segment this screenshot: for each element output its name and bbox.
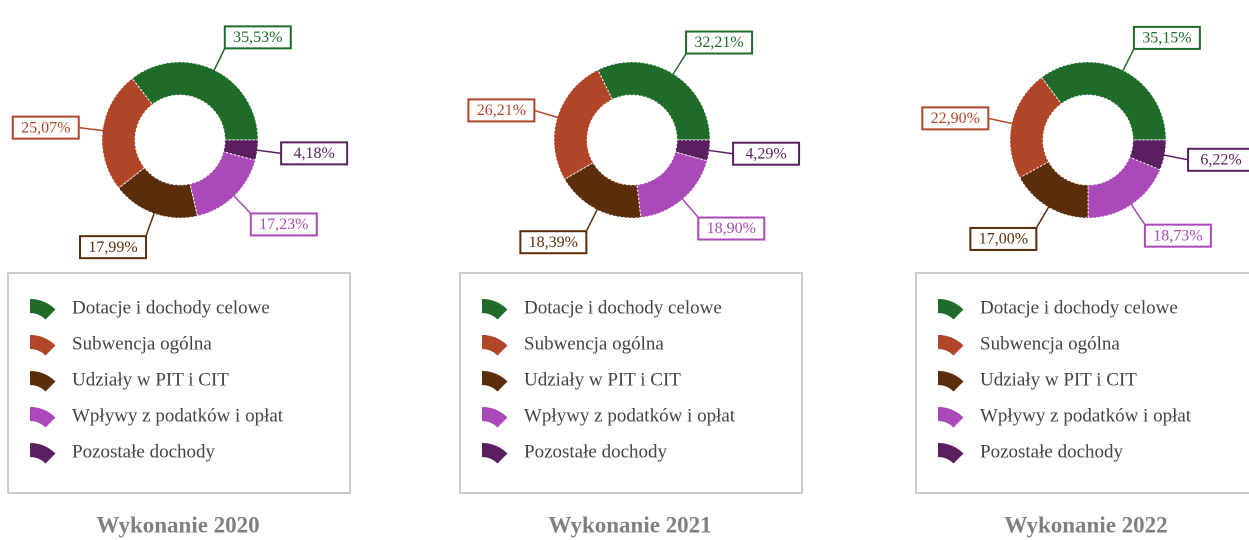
- value-label: 25,07%: [21, 119, 70, 136]
- donut-segment: [1040, 61, 1167, 141]
- donut-segment: [636, 151, 708, 219]
- leader-line: [1160, 153, 1189, 161]
- legend-label: Pozostałe dochody: [980, 441, 1124, 462]
- legend-label: Wpływy z podatków i opłat: [980, 405, 1192, 426]
- legend-label: Dotacje i dochody celowe: [72, 297, 270, 318]
- leader-line: [988, 117, 1016, 126]
- value-label: 6,22%: [1200, 151, 1241, 168]
- chart-title: Wykonanie 2022: [1004, 512, 1167, 537]
- legend-icon: [938, 335, 964, 356]
- value-label: 4,18%: [293, 145, 334, 162]
- legend-icon: [482, 371, 508, 392]
- value-label-box: [249, 212, 318, 237]
- value-label-box: [921, 106, 990, 131]
- value-label-box: [223, 25, 292, 50]
- donut-segment: [222, 139, 259, 161]
- legend-box: [7, 272, 351, 494]
- donut-segment: [1087, 156, 1161, 219]
- legend-icon: [482, 407, 508, 428]
- legend-label: Dotacje i dochody celowe: [524, 297, 722, 318]
- legend-icon: [482, 443, 508, 464]
- legend-label: Dotacje i dochody celowe: [980, 297, 1178, 318]
- value-label-box: [969, 226, 1038, 251]
- value-label-box: [732, 141, 801, 166]
- legend-icon: [938, 299, 964, 320]
- legend-label: Subwencja ogólna: [980, 333, 1120, 354]
- leader-line: [1128, 201, 1146, 226]
- value-label-box: [467, 98, 536, 123]
- leader-line: [679, 195, 699, 219]
- legend-icon: [30, 407, 56, 428]
- value-label-box: [685, 30, 754, 55]
- leader-line: [705, 149, 734, 155]
- donut-segment: [117, 167, 199, 219]
- chart-title: Wykonanie 2021: [548, 512, 711, 537]
- value-label-box: [79, 235, 148, 260]
- leader-line: [253, 148, 282, 155]
- legend-icon: [938, 443, 964, 464]
- value-label-box: [519, 230, 588, 255]
- donut-segment: [553, 69, 613, 181]
- legend-icon: [938, 407, 964, 428]
- value-label-box: [11, 115, 80, 140]
- legend-label: Wpływy z podatków i opłat: [72, 405, 284, 426]
- legend-icon: [938, 371, 964, 392]
- value-label-box: [1187, 147, 1249, 172]
- value-label: 18,39%: [529, 234, 578, 251]
- leader-line: [670, 53, 687, 78]
- legend-icon: [482, 299, 508, 320]
- value-label: 17,99%: [88, 239, 137, 256]
- donut-segment: [1128, 139, 1167, 171]
- legend-icon: [482, 335, 508, 356]
- donut-segment: [1019, 161, 1089, 219]
- value-label: 18,90%: [707, 220, 756, 237]
- legend-label: Udziały w PIT i CIT: [980, 369, 1137, 390]
- legend-icon: [30, 371, 56, 392]
- value-label-box: [697, 216, 766, 241]
- legend-label: Subwencja ogólna: [72, 333, 212, 354]
- legend-label: Udziały w PIT i CIT: [524, 369, 681, 390]
- value-label: 17,23%: [259, 216, 308, 233]
- legend-icon: [30, 299, 56, 320]
- value-label-box: [1132, 25, 1201, 50]
- value-label: 35,53%: [233, 29, 282, 46]
- legend-label: Wpływy z podatków i opłat: [524, 405, 736, 426]
- leader-line: [585, 205, 600, 232]
- leader-line: [145, 209, 157, 237]
- legend-icon: [30, 335, 56, 356]
- value-label: 17,00%: [979, 231, 1028, 248]
- leader-line: [1035, 203, 1052, 229]
- leader-line: [1120, 48, 1135, 75]
- donut-segment: [563, 162, 642, 219]
- legend-box: [915, 272, 1249, 494]
- legend-box: [459, 272, 803, 494]
- value-label: 26,21%: [477, 102, 526, 119]
- donut-segment: [131, 61, 259, 141]
- legend-icon: [30, 443, 56, 464]
- leader-line: [534, 109, 562, 120]
- value-label-box: [280, 141, 349, 166]
- value-label: 35,15%: [1142, 30, 1191, 47]
- value-label-box: [1143, 223, 1212, 248]
- value-label: 32,21%: [694, 34, 743, 51]
- chart-title: Wykonanie 2020: [96, 512, 259, 537]
- leader-line: [230, 192, 252, 214]
- leader-line: [211, 48, 226, 74]
- donut-segment: [597, 61, 711, 141]
- legend-label: Udziały w PIT i CIT: [72, 369, 229, 390]
- legend-label: Pozostałe dochody: [72, 441, 216, 462]
- donut-segment: [674, 139, 711, 162]
- value-label: 22,90%: [931, 110, 980, 127]
- legend-label: Pozostałe dochody: [524, 441, 668, 462]
- legend-label: Subwencja ogólna: [524, 333, 664, 354]
- donut-segment: [101, 77, 154, 189]
- leader-line: [78, 126, 107, 132]
- donut-segment: [189, 151, 256, 217]
- value-label: 18,73%: [1153, 227, 1202, 244]
- value-label: 4,29%: [745, 145, 786, 162]
